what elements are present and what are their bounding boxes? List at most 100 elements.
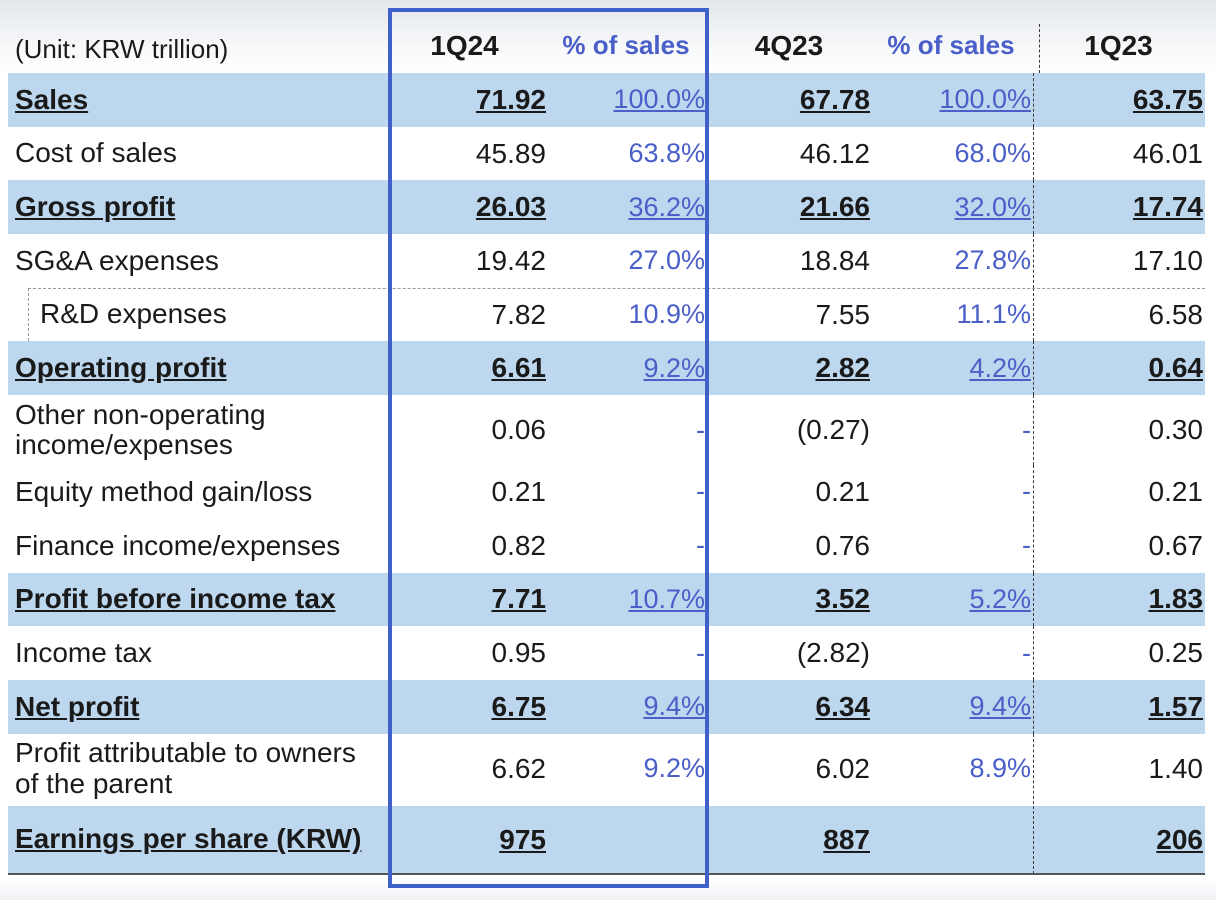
table-row-sga-expenses: SG&A expenses 19.42 27.0% 18.84 27.8% 17…: [8, 234, 1205, 288]
table-row-sales: Sales 71.92 100.0% 67.78 100.0% 63.75: [8, 73, 1205, 127]
value-1q24: 6.62: [491, 752, 547, 784]
row-label: Profit before income tax: [15, 583, 336, 615]
pct-4q23: 11.1%: [870, 287, 1034, 342]
pct-1q24: 63.8%: [546, 126, 708, 181]
value-4q23: 2.82: [815, 352, 871, 384]
pct-4q23: -: [870, 626, 1034, 680]
column-header-1q24: 1Q24: [430, 29, 499, 61]
pct-4q23: -: [870, 395, 1034, 466]
row-label-line-1: Other non-operating: [15, 398, 266, 430]
value-1q24: 6.61: [491, 352, 547, 384]
table-row-operating-profit: Operating profit 6.61 9.2% 2.82 4.2% 0.6…: [8, 341, 1205, 396]
column-header-pct-1q24: % of sales: [562, 30, 690, 60]
pct-4q23: 100.0%: [870, 73, 1034, 127]
value-1q24: 7.71: [491, 583, 547, 615]
row-label: Cost of sales: [15, 137, 177, 169]
value-4q23: 18.84: [799, 244, 870, 276]
row-label: Gross profit: [15, 191, 176, 223]
value-1q24: 45.89: [475, 137, 546, 169]
value-4q23: 21.66: [799, 191, 870, 223]
column-header-pct-4q23: % of sales: [887, 30, 1015, 60]
pct-4q23: 9.4%: [870, 679, 1034, 734]
value-1q23: 1.57: [1148, 690, 1204, 722]
value-1q24: 975: [499, 823, 546, 855]
highlight-box-1q24: [388, 8, 709, 888]
pct-4q23: 5.2%: [870, 572, 1034, 627]
pct-4q23: -: [870, 518, 1034, 573]
value-1q23: 46.01: [1132, 137, 1203, 169]
value-1q24: 71.92: [475, 83, 546, 115]
table-row-net-profit: Net profit 6.75 9.4% 6.34 9.4% 1.57: [8, 679, 1205, 734]
value-4q23: 887: [823, 823, 870, 855]
value-1q23: 63.75: [1132, 83, 1203, 115]
value-4q23: 0.21: [815, 475, 871, 507]
value-4q23: (2.82): [796, 637, 870, 669]
pct-1q24: 10.9%: [546, 287, 708, 342]
value-1q24: 0.95: [491, 637, 547, 669]
value-4q23: 3.52: [815, 583, 871, 615]
pct-4q23: 32.0%: [870, 180, 1034, 235]
table-row-equity-method: Equity method gain/loss 0.21 - 0.21 - 0.…: [8, 465, 1205, 519]
value-1q23: 0.21: [1148, 475, 1204, 507]
column-header-4q23: 4Q23: [754, 29, 824, 61]
value-1q23: 6.58: [1148, 298, 1204, 330]
value-1q24: 19.42: [475, 244, 546, 276]
value-1q23: 17.74: [1132, 191, 1203, 223]
pct-4q23: 8.9%: [870, 733, 1034, 804]
table-row-gross-profit: Gross profit 26.03 36.2% 21.66 32.0% 17.…: [8, 180, 1205, 235]
value-1q23: 0.67: [1148, 529, 1204, 561]
value-1q23: 17.10: [1132, 244, 1203, 276]
table-row-finance-income: Finance income/expenses 0.82 - 0.76 - 0.…: [8, 518, 1205, 573]
row-label: Income tax: [15, 636, 152, 668]
row-label: R&D expenses: [40, 298, 227, 330]
row-label: Equity method gain/loss: [15, 475, 313, 507]
pct-4q23: 4.2%: [870, 341, 1034, 396]
value-1q24: 26.03: [475, 191, 546, 223]
table-row-cost-of-sales: Cost of sales 45.89 63.8% 46.12 68.0% 46…: [8, 126, 1205, 181]
value-1q23: 206: [1156, 823, 1203, 855]
pct-1q24: 9.2%: [546, 733, 708, 804]
pct-4q23: -: [870, 465, 1034, 519]
value-1q23: 0.30: [1148, 414, 1204, 446]
row-label-line-1: Profit attributable to owners: [15, 737, 356, 769]
value-4q23: 7.55: [815, 298, 871, 330]
value-1q24: 0.06: [491, 414, 547, 446]
row-label-line-2: of the parent: [15, 767, 173, 799]
column-header-1q23: 1Q23: [1084, 29, 1153, 61]
value-4q23: 46.12: [799, 137, 870, 169]
row-label: Sales: [15, 83, 89, 115]
row-label: Other non-operating income/expenses: [8, 398, 383, 461]
pct-4q23: 68.0%: [870, 126, 1034, 181]
pct-1q24: 9.4%: [546, 679, 708, 734]
value-1q23: 1.40: [1148, 752, 1204, 784]
sub-item-outline: [28, 287, 1205, 342]
value-4q23: 67.78: [799, 83, 870, 115]
value-1q24: 0.82: [491, 529, 547, 561]
unit-label: (Unit: KRW trillion): [15, 34, 229, 65]
value-4q23: 0.76: [815, 529, 871, 561]
value-1q23: 0.64: [1148, 352, 1204, 384]
row-label: Earnings per share (KRW): [15, 823, 362, 855]
income-statement-table: (Unit: KRW trillion) 1Q24 % of sales 4Q2…: [8, 18, 1205, 874]
column-separator: [1039, 24, 1040, 73]
table-bottom-rule: [8, 873, 1205, 875]
table-row-other-non-operating: Other non-operating income/expenses 0.06…: [8, 395, 1205, 466]
table-row-income-tax: Income tax 0.95 - (2.82) - 0.25: [8, 626, 1205, 680]
table-row-profit-before-tax: Profit before income tax 7.71 10.7% 3.52…: [8, 572, 1205, 627]
table-header-row: (Unit: KRW trillion) 1Q24 % of sales 4Q2…: [8, 18, 1205, 73]
row-label: Finance income/expenses: [15, 529, 341, 561]
pct-4q23: 27.8%: [870, 234, 1034, 288]
value-4q23: (0.27): [796, 414, 870, 446]
value-1q24: 0.21: [491, 475, 547, 507]
row-label: Profit attributable to owners of the par…: [8, 737, 383, 799]
row-label: SG&A expenses: [15, 244, 219, 276]
value-1q23: 0.25: [1148, 637, 1204, 669]
value-4q23: 6.02: [815, 752, 871, 784]
row-label: Net profit: [15, 690, 140, 722]
pct-4q23: [870, 805, 1034, 874]
table-row-profit-attributable: Profit attributable to owners of the par…: [8, 733, 1205, 804]
bottom-shade: [0, 880, 1216, 900]
row-label-line-2: income/expenses: [15, 429, 233, 461]
row-label: Operating profit: [15, 352, 227, 384]
pct-1q24: 27.0%: [546, 234, 708, 288]
